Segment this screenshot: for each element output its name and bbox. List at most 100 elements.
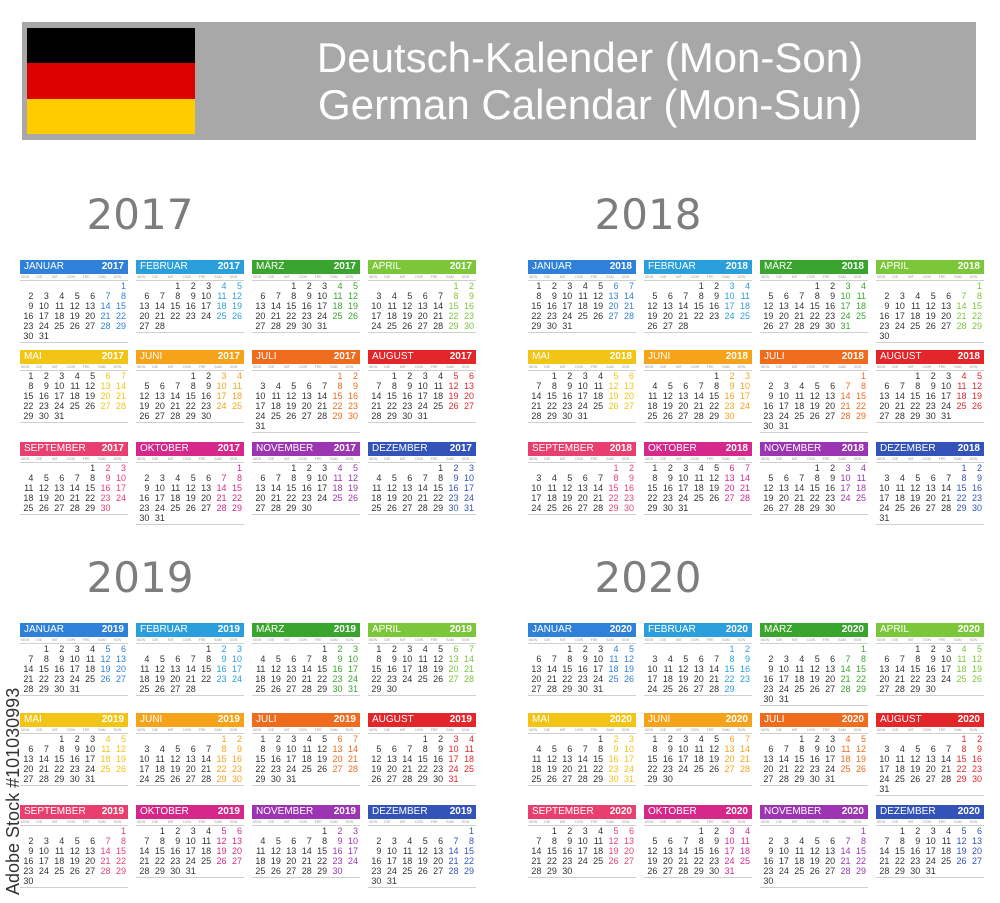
day-cell: 28 bbox=[216, 503, 227, 513]
day-cell: 19 bbox=[809, 674, 820, 684]
month-januar: JANUAR 2018 MON DIE MIT DON FRE SAM SON 1 2 3 4 5 6 7 8 9… bbox=[528, 260, 636, 333]
day-cell: 2 bbox=[74, 734, 80, 744]
weekday-label: MIT bbox=[791, 638, 798, 642]
month-februar: FEBRUAR 2019 MON DIE MIT DON FRE SAM SON 1 2 3 4 5 6 7 8… bbox=[136, 623, 244, 696]
day-cell: 5 bbox=[814, 654, 820, 664]
day-cell: 9 bbox=[453, 473, 459, 483]
day-cell: 9 bbox=[567, 381, 573, 391]
day-cell: 18 bbox=[794, 856, 805, 866]
day-empty bbox=[876, 644, 891, 654]
day-cell: 19 bbox=[647, 856, 658, 866]
day-cell: 3 bbox=[74, 644, 80, 654]
month-year: 2019 bbox=[333, 806, 356, 817]
day-cell: 31 bbox=[69, 684, 80, 694]
day-cell: 10 bbox=[231, 654, 242, 664]
day-cell: 5 bbox=[221, 826, 227, 836]
month-divider bbox=[136, 524, 244, 525]
day-cell: 4 bbox=[667, 654, 673, 664]
day-cell: 7 bbox=[744, 734, 750, 744]
day-cell: 5 bbox=[598, 281, 604, 291]
month-name: MAI bbox=[532, 714, 550, 725]
day-cell: 23 bbox=[763, 411, 774, 421]
day-cell: 9 bbox=[221, 654, 227, 664]
month-name: MAI bbox=[24, 351, 42, 362]
day-cell: 18 bbox=[231, 391, 242, 401]
day-cell: 1 bbox=[438, 463, 444, 473]
day-cell: 1 bbox=[698, 281, 704, 291]
day-cell: 13 bbox=[925, 754, 936, 764]
day-cell: 21 bbox=[347, 754, 358, 764]
day-cell: 9 bbox=[613, 744, 619, 754]
day-cell: 13 bbox=[185, 754, 196, 764]
day-cell: 30 bbox=[386, 684, 397, 694]
day-cell: 11 bbox=[593, 381, 604, 391]
day-empty bbox=[298, 371, 313, 381]
day-grid: 1 2 3 4 5 6 7 8 9 10 11 12 13 14 15 16 17 18 19 20 21 22 23 24 2… bbox=[20, 371, 128, 421]
day-empty bbox=[876, 371, 891, 381]
day-cell: 23 bbox=[54, 674, 65, 684]
day-cell: 17 bbox=[201, 301, 212, 311]
day-cell: 22 bbox=[115, 311, 126, 321]
day-empty bbox=[399, 826, 414, 836]
day-cell: 19 bbox=[433, 664, 444, 674]
day-cell: 13 bbox=[825, 664, 836, 674]
day-empty bbox=[876, 463, 891, 473]
day-cell: 6 bbox=[830, 654, 836, 664]
day-cell: 16 bbox=[402, 391, 413, 401]
weekday-label: DIE bbox=[384, 820, 391, 824]
day-cell: 20 bbox=[417, 311, 428, 321]
day-cell: 3 bbox=[206, 281, 212, 291]
day-cell: 7 bbox=[376, 381, 382, 391]
weekday-row: MON DIE MIT DON FRE SAM SON bbox=[644, 364, 752, 371]
day-cell: 16 bbox=[562, 391, 573, 401]
day-cell: 12 bbox=[371, 754, 382, 764]
day-cell: 26 bbox=[809, 684, 820, 694]
day-cell: 7 bbox=[845, 836, 851, 846]
day-cell: 1 bbox=[376, 644, 382, 654]
day-cell: 5 bbox=[915, 473, 921, 483]
weekday-label: MON bbox=[253, 365, 262, 369]
month-divider bbox=[368, 332, 476, 333]
weekday-label: MIT bbox=[559, 820, 566, 824]
day-cell: 6 bbox=[783, 291, 789, 301]
day-empty bbox=[383, 734, 398, 744]
day-cell: 23 bbox=[170, 856, 181, 866]
month-name: DEZEMBER bbox=[372, 443, 428, 454]
day-cell: 6 bbox=[976, 826, 982, 836]
day-cell: 8 bbox=[120, 291, 126, 301]
day-cell: 20 bbox=[463, 391, 474, 401]
day-cell: 28 bbox=[956, 321, 967, 331]
day-cell: 1 bbox=[860, 371, 866, 381]
month-dezember: DEZEMBER 2019 MON DIE MIT DON FRE SAM SON 1 2 3 4 5 6 7… bbox=[368, 805, 476, 888]
day-empty bbox=[876, 826, 891, 836]
weekday-label: MON bbox=[529, 638, 538, 642]
day-cell: 16 bbox=[763, 401, 774, 411]
day-cell: 13 bbox=[778, 483, 789, 493]
day-cell: 10 bbox=[216, 381, 227, 391]
weekday-label: SAM bbox=[606, 638, 614, 642]
day-cell: 18 bbox=[531, 764, 542, 774]
day-cell: 28 bbox=[941, 774, 952, 784]
day-cell: 25 bbox=[894, 503, 905, 513]
weekday-label: SAM bbox=[214, 365, 222, 369]
day-cell: 7 bbox=[407, 744, 413, 754]
day-cell: 8 bbox=[714, 381, 720, 391]
day-cell: 15 bbox=[894, 846, 905, 856]
day-empty bbox=[430, 281, 445, 291]
day-cell: 24 bbox=[216, 401, 227, 411]
day-cell: 31 bbox=[286, 774, 297, 784]
month-year: 2017 bbox=[217, 443, 240, 454]
month-year: 2018 bbox=[609, 351, 632, 362]
day-empty bbox=[368, 371, 383, 381]
weekday-label: FRE bbox=[822, 820, 830, 824]
day-cell: 11 bbox=[54, 301, 65, 311]
weekday-label: MON bbox=[369, 365, 378, 369]
day-cell: 3 bbox=[683, 734, 689, 744]
month-header: OKTOBER 2020 bbox=[644, 805, 752, 819]
month-year: 2017 bbox=[449, 351, 472, 362]
weekday-label: DIE bbox=[660, 638, 667, 642]
month-header: JULI 2018 bbox=[760, 350, 868, 364]
day-cell: 14 bbox=[185, 664, 196, 674]
day-cell: 8 bbox=[976, 291, 982, 301]
day-cell: 19 bbox=[286, 401, 297, 411]
